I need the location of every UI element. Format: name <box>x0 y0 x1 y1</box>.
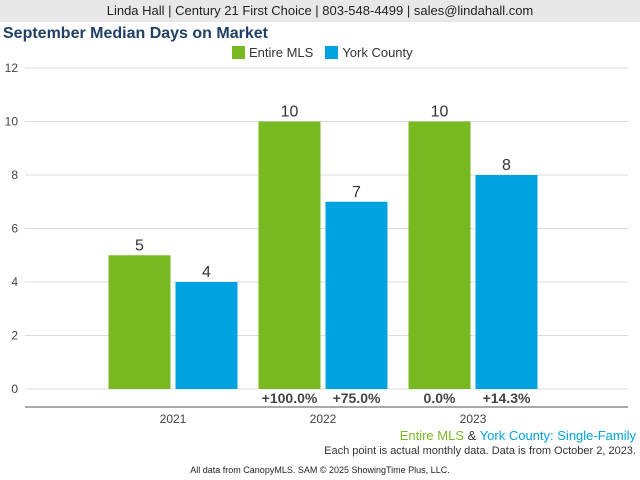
data-label: 10 <box>431 104 449 121</box>
change-label: +100.0% <box>262 390 318 406</box>
y-tick-label: 10 <box>5 115 19 129</box>
subtitle-amp: & <box>464 428 480 443</box>
y-tick-label: 12 <box>5 61 19 75</box>
x-tick-label: 2023 <box>460 412 487 426</box>
header-contact-text: Linda Hall | Century 21 First Choice | 8… <box>106 3 534 18</box>
chart-subtitle: Entire MLS & York County: Single-Family <box>400 428 636 443</box>
data-source: All data from CanopyMLS. SAM © 2025 Show… <box>190 465 450 475</box>
bar-entire-mls <box>108 255 171 389</box>
bar-entire-mls <box>408 121 471 389</box>
legend-swatch-york-county <box>325 46 339 59</box>
bar-york-county <box>175 282 238 389</box>
bar-entire-mls <box>258 121 321 389</box>
bar-york-county <box>325 201 388 389</box>
y-tick-label: 0 <box>11 382 18 396</box>
bar-york-county <box>475 175 538 389</box>
y-tick-label: 2 <box>11 329 18 343</box>
data-label: 8 <box>502 157 511 174</box>
subtitle-entire-mls: Entire MLS <box>399 428 465 443</box>
data-label: 10 <box>281 104 299 121</box>
y-tick-label: 8 <box>11 168 18 182</box>
data-label: 5 <box>135 237 144 254</box>
x-tick-label: 2022 <box>310 412 337 426</box>
legend-label-entire-mls: Entire MLS <box>249 45 314 60</box>
legend-item-york-county[interactable]: York County <box>325 45 413 60</box>
change-label: +75.0% <box>333 390 381 406</box>
header-bar: Linda Hall | Century 21 First Choice | 8… <box>0 0 640 22</box>
data-label: 7 <box>352 184 361 201</box>
data-note: Each point is actual monthly data. Data … <box>324 445 636 457</box>
change-label: 0.0% <box>424 390 456 406</box>
legend-item-entire-mls[interactable]: Entire MLS <box>232 45 313 60</box>
y-tick-label: 4 <box>11 275 18 289</box>
chart-legend: Entire MLS York County <box>232 45 413 60</box>
subtitle-york-county: York County <box>479 428 551 443</box>
legend-swatch-entire-mls <box>232 46 245 59</box>
change-label: +14.3% <box>483 390 531 406</box>
y-tick-label: 6 <box>11 222 18 236</box>
legend-label-york-county: York County <box>342 45 413 60</box>
data-label: 4 <box>202 264 211 281</box>
x-tick-label: 2021 <box>160 412 187 426</box>
chart-title: September Median Days on Market <box>3 25 268 42</box>
subtitle-property-type: : Single-Family <box>550 428 636 443</box>
